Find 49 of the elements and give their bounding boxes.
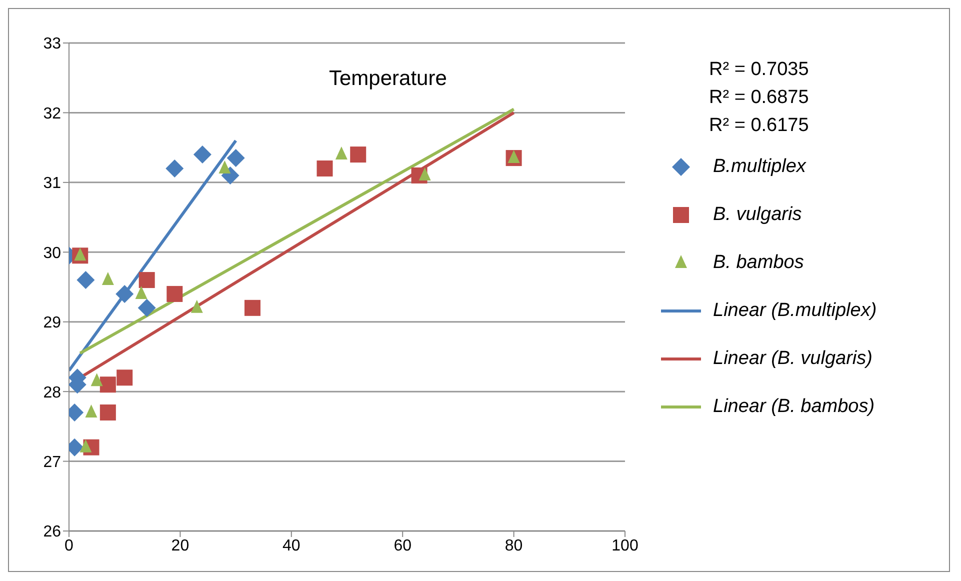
text: Temperature [329,67,447,91]
y-tick-label: 30 [43,244,62,262]
legend-label: B. vulgaris [713,204,802,226]
point [80,439,92,452]
point [316,160,333,176]
point [418,167,431,180]
point [85,404,98,418]
point [138,298,156,317]
point [193,146,212,164]
y-tick-label: 31 [43,175,62,192]
text: R² = 0.6175 [709,115,810,137]
x-tick-label: 40 [282,537,300,554]
y-tick-label: 29 [43,314,62,332]
x-tick-label: 60 [394,537,412,554]
text: R² = 0.6875 [709,87,810,109]
legend-label: Linear (B. bambos) [713,396,875,418]
point [102,272,114,286]
legend-label: Linear (B.multiplex) [713,300,877,322]
point [100,404,116,420]
point [74,248,86,261]
x-tick-label: 80 [504,537,523,554]
x-tick-label: 20 [171,537,190,554]
point [76,271,95,290]
point [138,272,155,288]
text: R² = 0.7035 [709,59,810,81]
y-tick-label: 26 [43,524,62,541]
legend-label: Linear (B. vulgaris) [713,348,872,370]
x-tick-label: 100 [612,537,638,554]
point [226,149,245,168]
point [244,300,260,316]
y-tick-label: 32 [43,105,62,122]
point [190,300,203,313]
point [100,376,116,393]
point [350,146,366,163]
point [135,286,148,299]
y-tick-label: 28 [43,384,62,402]
point [335,146,348,160]
y-tick-label: 27 [43,454,62,471]
point [166,159,184,178]
point [116,370,133,386]
point [116,284,134,303]
point [218,160,231,174]
x-tick-label: 0 [64,537,74,554]
legend-label: B.multiplex [713,156,806,178]
legend-label: B. bambos [713,252,804,274]
y-tick-label: 33 [43,36,62,53]
point [166,286,183,302]
point [508,150,520,164]
point [90,373,103,386]
